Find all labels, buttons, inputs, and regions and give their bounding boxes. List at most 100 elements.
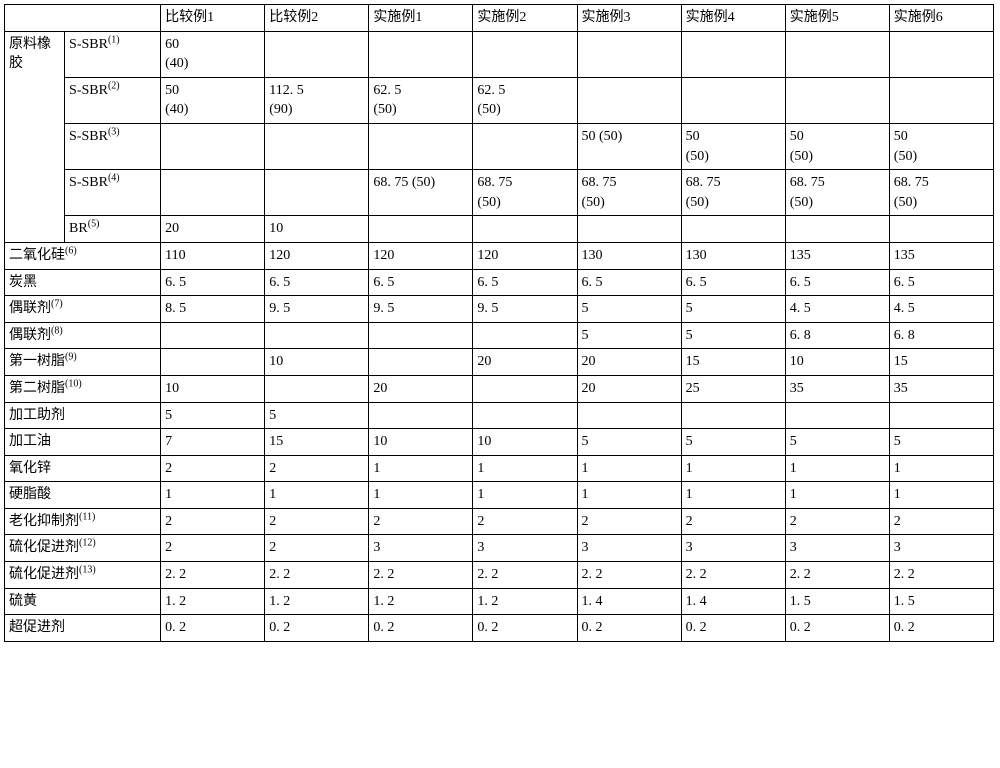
table-cell: 5 <box>889 429 993 456</box>
table-row: 炭黑6. 56. 56. 56. 56. 56. 56. 56. 5 <box>5 269 994 296</box>
table-row: 二氧化硅(6)110120120120130130135135 <box>5 242 994 269</box>
table-cell: 1 <box>785 455 889 482</box>
table-cell: 68. 75 (50) <box>369 170 473 216</box>
table-cell <box>473 322 577 349</box>
row-label: 加工助剂 <box>5 402 161 429</box>
table-cell: 6. 5 <box>369 269 473 296</box>
table-cell: 10 <box>785 349 889 376</box>
table-cell: 1 <box>369 482 473 509</box>
table-cell: 5 <box>265 402 369 429</box>
table-cell <box>473 402 577 429</box>
table-cell <box>785 77 889 123</box>
row-label: 老化抑制剂(11) <box>5 508 161 535</box>
table-cell: 20 <box>577 375 681 402</box>
table-cell: 1 <box>681 455 785 482</box>
table-cell: 0. 2 <box>369 615 473 642</box>
row-label: 硫化促进剂(12) <box>5 535 161 562</box>
table-cell: 2. 2 <box>161 562 265 589</box>
table-cell: 35 <box>785 375 889 402</box>
table-cell <box>369 322 473 349</box>
table-cell: 10 <box>265 216 369 243</box>
table-cell: 3 <box>889 535 993 562</box>
table-row: S-SBR(3)50 (50)50 (50)50 (50)50 (50) <box>5 123 994 169</box>
row-label: BR(5) <box>65 216 161 243</box>
table-cell <box>473 216 577 243</box>
table-row: S-SBR(2)50 (40)112. 5 (90)62. 5 (50)62. … <box>5 77 994 123</box>
table-cell: 25 <box>681 375 785 402</box>
table-cell: 68. 75 (50) <box>681 170 785 216</box>
table-row: 偶联剂(7)8. 59. 59. 59. 5554. 54. 5 <box>5 296 994 323</box>
table-cell: 50 (50) <box>577 123 681 169</box>
table-row: 第二树脂(10)102020253535 <box>5 375 994 402</box>
table-cell: 2. 2 <box>265 562 369 589</box>
table-cell: 2 <box>265 508 369 535</box>
table-cell: 35 <box>889 375 993 402</box>
table-cell: 120 <box>369 242 473 269</box>
table-cell <box>785 31 889 77</box>
table-row: 老化抑制剂(11)22222222 <box>5 508 994 535</box>
table-cell: 5 <box>681 322 785 349</box>
table-cell: 3 <box>785 535 889 562</box>
table-cell: 2. 2 <box>473 562 577 589</box>
table-cell: 62. 5 (50) <box>473 77 577 123</box>
table-cell: 5 <box>681 429 785 456</box>
table-cell: 110 <box>161 242 265 269</box>
table-cell: 6. 5 <box>265 269 369 296</box>
table-cell <box>265 375 369 402</box>
table-cell: 1 <box>785 482 889 509</box>
table-row: 加工油71510105555 <box>5 429 994 456</box>
table-cell: 0. 2 <box>265 615 369 642</box>
row-label: 加工油 <box>5 429 161 456</box>
table-cell <box>473 31 577 77</box>
table-cell <box>785 402 889 429</box>
table-cell: 1. 2 <box>369 588 473 615</box>
table-cell <box>265 123 369 169</box>
table-cell <box>369 123 473 169</box>
table-cell: 1. 5 <box>785 588 889 615</box>
table-cell: 6. 8 <box>889 322 993 349</box>
row-label: 超促进剂 <box>5 615 161 642</box>
table-cell: 130 <box>577 242 681 269</box>
table-cell: 1 <box>577 482 681 509</box>
table-cell: 2 <box>785 508 889 535</box>
table-row: S-SBR(4)68. 75 (50)68. 75 (50)68. 75 (50… <box>5 170 994 216</box>
table-cell <box>161 322 265 349</box>
table-row: 氧化锌22111111 <box>5 455 994 482</box>
table-cell: 2. 2 <box>889 562 993 589</box>
table-cell <box>577 31 681 77</box>
table-cell: 1. 5 <box>889 588 993 615</box>
table-cell: 10 <box>265 349 369 376</box>
table-row: 原料橡胶S-SBR(1)60 (40) <box>5 31 994 77</box>
table-cell: 5 <box>681 296 785 323</box>
table-row: 硫黄1. 21. 21. 21. 21. 41. 41. 51. 5 <box>5 588 994 615</box>
table-cell <box>681 402 785 429</box>
table-row: 硫化促进剂(13)2. 22. 22. 22. 22. 22. 22. 22. … <box>5 562 994 589</box>
table-cell: 0. 2 <box>785 615 889 642</box>
table-row: 硬脂酸11111111 <box>5 482 994 509</box>
column-header: 比较例1 <box>161 5 265 32</box>
table-cell <box>577 216 681 243</box>
table-cell <box>161 170 265 216</box>
row-label: 硬脂酸 <box>5 482 161 509</box>
table-cell: 15 <box>889 349 993 376</box>
table-cell: 5 <box>577 429 681 456</box>
row-label: 第一树脂(9) <box>5 349 161 376</box>
table-cell: 2 <box>265 535 369 562</box>
table-row: 硫化促进剂(12)22333333 <box>5 535 994 562</box>
table-cell: 2 <box>473 508 577 535</box>
table-cell: 5 <box>161 402 265 429</box>
table-cell: 2 <box>161 455 265 482</box>
row-label: S-SBR(2) <box>65 77 161 123</box>
table-cell: 7 <box>161 429 265 456</box>
table-cell: 60 (40) <box>161 31 265 77</box>
table-cell: 5 <box>577 296 681 323</box>
table-cell <box>681 77 785 123</box>
table-cell: 6. 5 <box>889 269 993 296</box>
table-cell: 3 <box>577 535 681 562</box>
table-cell: 0. 2 <box>681 615 785 642</box>
table-cell: 6. 5 <box>161 269 265 296</box>
table-cell: 10 <box>473 429 577 456</box>
row-label: 第二树脂(10) <box>5 375 161 402</box>
table-row: 偶联剂(8)556. 86. 8 <box>5 322 994 349</box>
table-cell: 6. 5 <box>681 269 785 296</box>
